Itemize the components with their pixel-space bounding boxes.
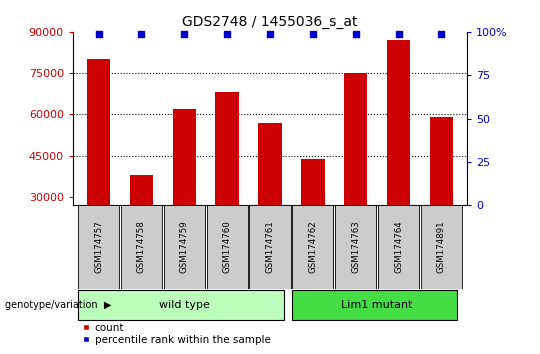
Point	[437, 31, 445, 36]
Point	[266, 31, 274, 36]
Text: GSM174760: GSM174760	[222, 221, 232, 273]
Text: GSM174759: GSM174759	[180, 221, 189, 273]
Legend: count, percentile rank within the sample: count, percentile rank within the sample	[78, 318, 275, 349]
Point	[137, 31, 146, 36]
Bar	[215, 92, 239, 205]
Point	[352, 31, 360, 36]
Title: GDS2748 / 1455036_s_at: GDS2748 / 1455036_s_at	[183, 16, 357, 29]
Bar	[387, 40, 410, 205]
Bar	[78, 205, 119, 289]
Bar	[344, 73, 368, 205]
Text: GSM174761: GSM174761	[266, 221, 274, 273]
Text: GSM174758: GSM174758	[137, 221, 146, 273]
Text: GSM174762: GSM174762	[308, 221, 318, 273]
Point	[308, 31, 317, 36]
Point	[94, 31, 103, 36]
Text: Lim1 mutant: Lim1 mutant	[341, 300, 413, 310]
Bar	[378, 205, 419, 289]
Bar	[164, 205, 205, 289]
Bar	[78, 290, 284, 320]
Text: GSM174757: GSM174757	[94, 221, 103, 273]
Bar	[121, 205, 162, 289]
Bar	[335, 205, 376, 289]
Bar	[172, 109, 196, 205]
Bar	[249, 205, 291, 289]
Point	[180, 31, 188, 36]
Text: wild type: wild type	[159, 300, 210, 310]
Text: GSM174764: GSM174764	[394, 221, 403, 273]
Point	[223, 31, 232, 36]
Bar	[258, 123, 282, 205]
Text: GSM174763: GSM174763	[351, 221, 360, 273]
Bar	[292, 205, 333, 289]
Bar	[301, 159, 325, 205]
Bar	[430, 117, 453, 205]
Bar	[207, 205, 248, 289]
Bar	[130, 175, 153, 205]
Bar	[87, 59, 110, 205]
Text: GSM174891: GSM174891	[437, 221, 446, 273]
Bar	[292, 290, 457, 320]
Text: genotype/variation  ▶: genotype/variation ▶	[5, 300, 112, 310]
Point	[394, 31, 403, 36]
Bar	[421, 205, 462, 289]
